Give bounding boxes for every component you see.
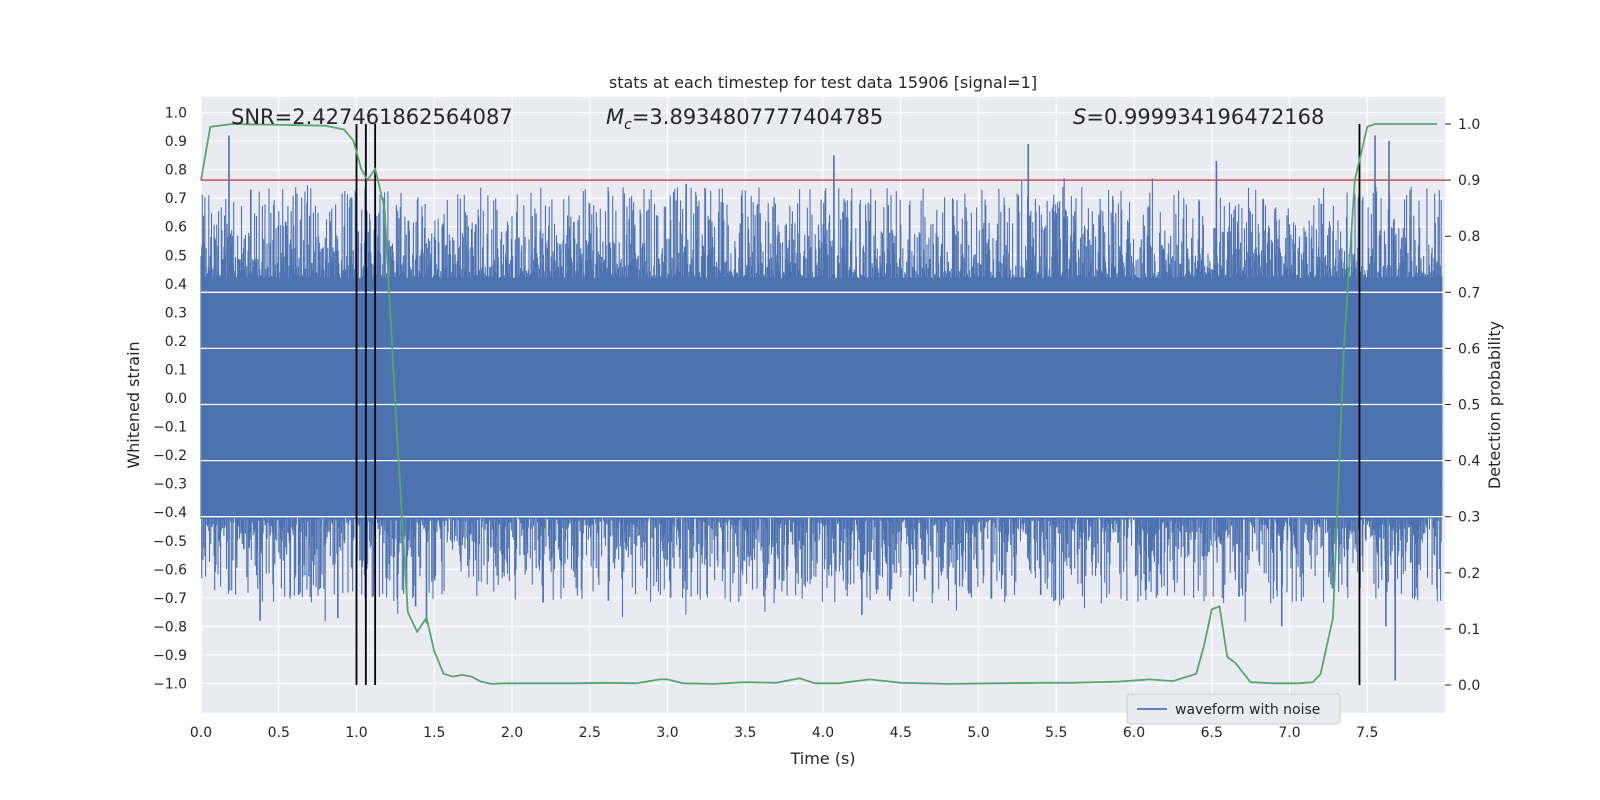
y-tick-label: −0.4 (153, 505, 187, 521)
x-tick-label: 1.5 (423, 725, 445, 741)
y-tick-label: 0.9 (165, 134, 187, 150)
x-tick-label: 6.5 (1201, 725, 1223, 741)
y-tick-label: 0.0 (165, 391, 187, 407)
y-tick-label: 0.4 (165, 277, 187, 293)
waveform-series (200, 135, 1443, 681)
y-tick-label: −0.2 (153, 448, 187, 464)
x-axis-label: Time (s) (789, 749, 855, 768)
mc-value: =3.8934807777404785 (632, 105, 883, 129)
mc-subscript: c (624, 117, 632, 133)
x-tick-label: 7.0 (1278, 725, 1300, 741)
x-tick-label: 3.0 (656, 725, 678, 741)
x-tick-label: 7.5 (1356, 725, 1378, 741)
x-tick-label: 1.0 (345, 725, 367, 741)
y-tick-label: −0.9 (153, 648, 187, 664)
y2-tick-label: 0.5 (1458, 398, 1480, 414)
x-tick-label: 6.0 (1123, 725, 1145, 741)
y-axis-label: Whitened strain (124, 341, 143, 468)
snr-annotation: SNR=2.427461862564087 (231, 105, 513, 129)
y-tick-label: −0.8 (153, 619, 187, 635)
x-tick-label: 3.5 (734, 725, 756, 741)
y-tick-labels: 1.0 0.9 0.8 0.7 0.6 0.5 0.4 0.3 0.2 0.1 0.0 −0.1 −0.… (153, 106, 187, 693)
legend-label: waveform with noise (1175, 702, 1320, 718)
probability-line (200, 123, 1438, 685)
y-tick-label: 0.1 (165, 362, 187, 378)
legend: waveform with noise (1126, 693, 1341, 725)
vertical-lines (201, 124, 1445, 685)
y2-tick-labels: 1.0 0.9 0.8 0.7 0.6 0.5 0.4 0.3 0.2 0.1 0.0 (1445, 117, 1480, 694)
y-tick-label: −0.5 (153, 534, 187, 550)
y2-tick-label: 0.3 (1458, 510, 1480, 526)
legend-box (1126, 693, 1341, 725)
waveform-core (201, 278, 1442, 518)
y-tick-label: 0.3 (165, 305, 187, 321)
y-tick-label: 1.0 (165, 106, 187, 122)
y-tick-label: 0.6 (165, 220, 187, 236)
probability-series (200, 123, 1438, 685)
chart-title: stats at each timestep for test data 159… (609, 73, 1037, 92)
chirp-mass-annotation: Mc=3.8934807777404785 (606, 105, 883, 133)
mc-symbol: M (606, 105, 624, 129)
x-tick-label: 2.0 (501, 725, 523, 741)
y2-tick-label: 0.0 (1458, 678, 1480, 694)
x-tick-label: 5.0 (967, 725, 989, 741)
x-tick-label: 5.5 (1045, 725, 1067, 741)
x-tick-label: 2.5 (579, 725, 601, 741)
y2-tick-label: 0.2 (1458, 566, 1480, 582)
y2-tick-label: 0.6 (1458, 341, 1480, 357)
y-tick-label: −0.1 (153, 420, 187, 436)
y-tick-label: −0.6 (153, 562, 187, 578)
x-tick-label: 0.0 (190, 725, 212, 741)
x-tick-labels: 0.0 0.5 1.0 1.5 2.0 2.5 3.0 3.5 4.0 4.5 5.0 5.5 6.0 6… (190, 725, 1379, 741)
s-value: =0.999934196472168 (1086, 105, 1324, 129)
y2-axis-label: Detection probability (1485, 321, 1504, 489)
y2-tick-label: 0.1 (1458, 622, 1480, 638)
y2-tick-label: 0.8 (1458, 229, 1480, 245)
y-tick-label: −1.0 (153, 677, 187, 693)
y-tick-label: 0.7 (165, 191, 187, 207)
s-symbol: S (1073, 105, 1086, 129)
y2-tick-label: 0.7 (1458, 285, 1480, 301)
x-tick-label: 0.5 (268, 725, 290, 741)
y-tick-label: −0.7 (153, 591, 187, 607)
y-tick-label: 0.5 (165, 248, 187, 264)
y-tick-label: −0.3 (153, 477, 187, 493)
y2-tick-label: 1.0 (1458, 117, 1480, 133)
y2-tick-label: 0.4 (1458, 454, 1480, 470)
y-tick-label: 0.2 (165, 334, 187, 350)
score-annotation: S=0.999934196472168 (1073, 105, 1324, 129)
x-tick-label: 4.0 (812, 725, 834, 741)
y2-tick-label: 0.9 (1458, 173, 1480, 189)
y-tick-label: 0.8 (165, 163, 187, 179)
x-tick-label: 4.5 (890, 725, 912, 741)
